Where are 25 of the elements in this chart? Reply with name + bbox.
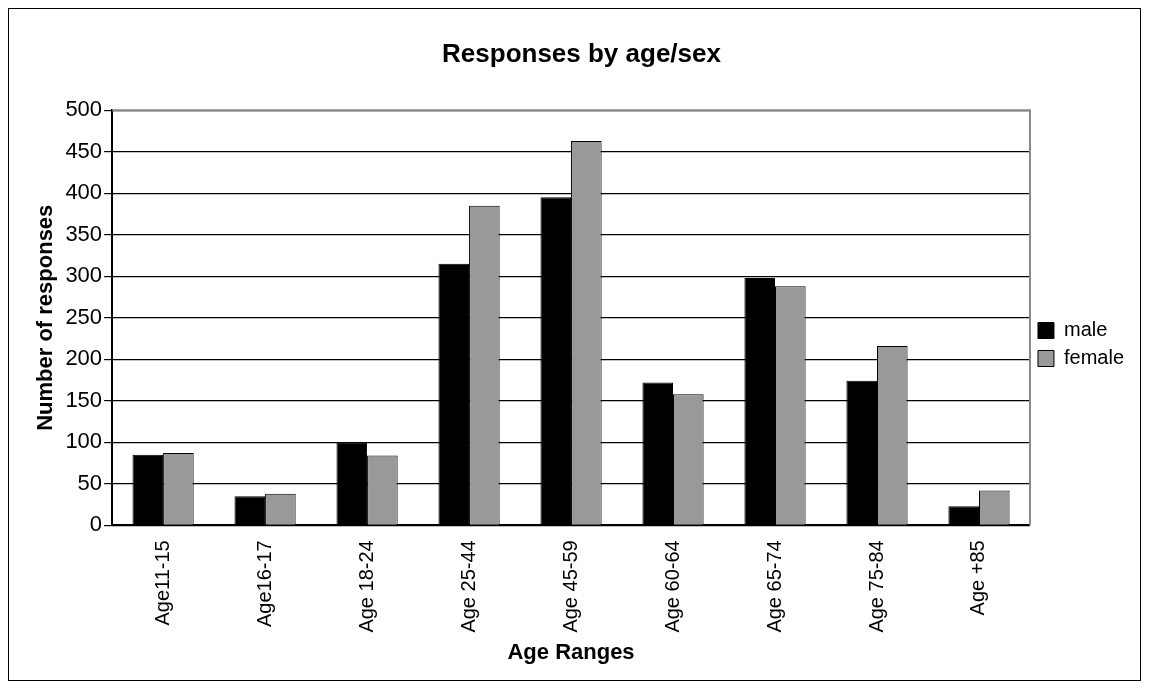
x-tick-label: Age16-17 xyxy=(252,540,275,628)
y-tick-label: 150 xyxy=(65,386,103,412)
y-tick-label: 0 xyxy=(89,511,103,537)
x-tick-label: Age 18-24 xyxy=(354,540,377,633)
x-tick-label: Age 45-59 xyxy=(558,540,581,633)
x-tick-label: Age 65-74 xyxy=(762,540,785,633)
y-tick-label: 300 xyxy=(65,262,103,288)
x-tick-label: Age 25-44 xyxy=(456,540,479,633)
y-tick-label: 50 xyxy=(77,469,103,495)
y-axis-title: Number of responses xyxy=(32,204,58,431)
legend-label: female xyxy=(1063,346,1124,369)
y-tick-label: 500 xyxy=(65,96,103,122)
y-tick-label: 200 xyxy=(65,345,103,371)
y-tick-label: 250 xyxy=(65,303,103,329)
y-tick-label: 450 xyxy=(65,137,103,163)
x-tick-label: Age 60-64 xyxy=(660,540,683,633)
chart-title: Responses by age/sex xyxy=(442,37,722,68)
x-tick-label: Age 75-84 xyxy=(864,540,887,633)
y-tick-label: 400 xyxy=(65,179,103,205)
y-tick-label: 350 xyxy=(65,220,103,246)
legend-label: male xyxy=(1063,318,1108,341)
x-tick-label: Age +85 xyxy=(966,540,989,616)
x-tick-label: Age11-15 xyxy=(150,540,173,626)
y-tick-label: 100 xyxy=(65,428,103,454)
x-axis-title: Age Ranges xyxy=(507,638,635,664)
